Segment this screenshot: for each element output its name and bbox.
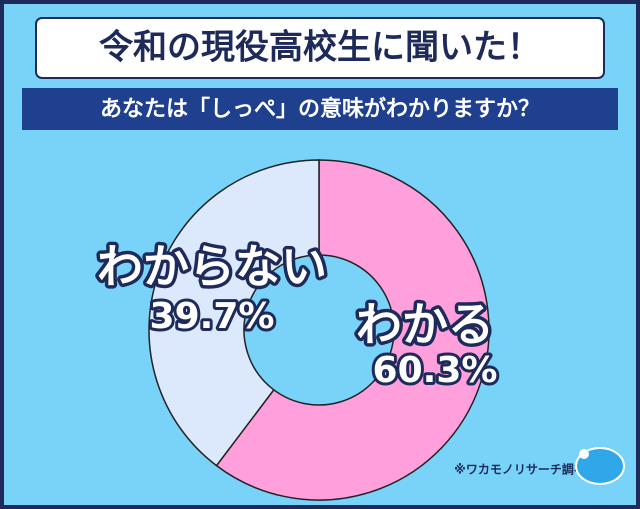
value-label: 39.7% xyxy=(150,296,275,337)
donut-segment xyxy=(215,159,490,501)
segment-label: わかる xyxy=(356,298,494,352)
logo xyxy=(575,447,625,485)
subtitle-bar xyxy=(22,88,618,130)
chart-title: 令和の現役高校生に聞いた！ xyxy=(99,28,541,68)
value-label: 60.3% xyxy=(373,350,498,391)
chart-subtitle: あなたは「しっぺ」の意味がわかりますか？ xyxy=(100,96,540,122)
segment-label: わからない xyxy=(97,240,327,294)
source-note: ※ワカモノリサーチ調べ xyxy=(454,462,586,477)
logo-dot xyxy=(579,449,589,459)
donut-segment xyxy=(148,159,320,467)
title-box xyxy=(35,17,605,79)
